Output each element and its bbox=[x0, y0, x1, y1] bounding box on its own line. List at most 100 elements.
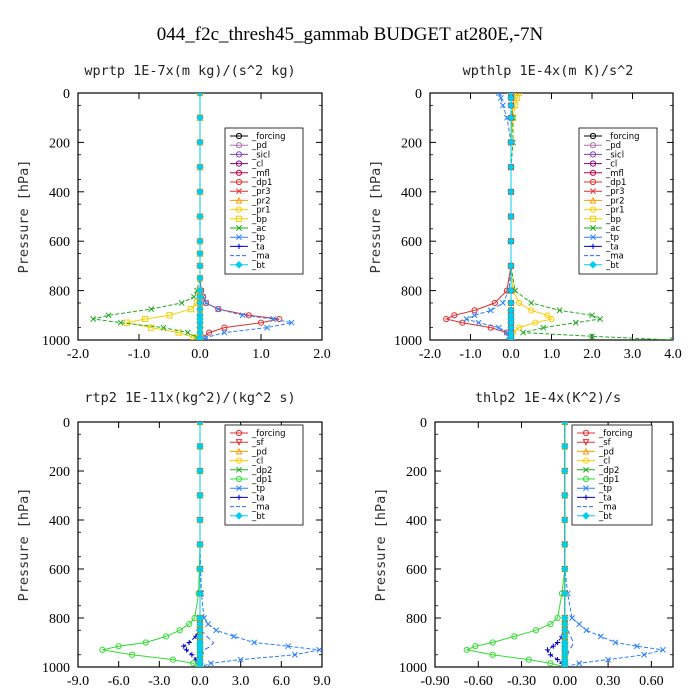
data-point bbox=[196, 336, 204, 340]
legend-item: _dp1 bbox=[230, 475, 272, 485]
data-point bbox=[507, 262, 515, 270]
data-point bbox=[160, 324, 167, 331]
legend-item: _bp bbox=[230, 215, 267, 225]
y-tick-label: 1000 bbox=[399, 661, 427, 676]
y-tick-label: 0 bbox=[420, 416, 427, 431]
series-line bbox=[444, 93, 512, 340]
y-axis-label: Pressure [hPa] bbox=[373, 488, 389, 602]
series-bt bbox=[507, 93, 515, 340]
series-line bbox=[126, 93, 201, 340]
legend-label: _sf bbox=[598, 438, 612, 448]
data-point bbox=[117, 319, 124, 326]
legend-item: _dp1 bbox=[577, 475, 619, 485]
legend-label: _ma bbox=[598, 503, 617, 513]
data-point bbox=[181, 643, 187, 649]
panel-title: thlp2 1E-4x(K^2)/s bbox=[475, 390, 621, 406]
legend-item: _pd bbox=[584, 141, 621, 151]
legend-item: _forcing bbox=[230, 429, 286, 439]
panel-2: wpthlp 1E-4x(m K)/s^2 Pressure [hPa] 0 200 4… bbox=[368, 63, 682, 362]
legend-marker bbox=[590, 225, 596, 231]
legend-item: _cl bbox=[577, 457, 610, 467]
legend-label: _bt bbox=[251, 512, 266, 522]
legend-label: _dp2 bbox=[598, 466, 619, 476]
legend-marker bbox=[235, 196, 243, 204]
data-point bbox=[589, 312, 595, 319]
y-tick-label: 400 bbox=[49, 186, 70, 201]
legend-item: _forcing bbox=[577, 429, 633, 439]
data-point bbox=[196, 163, 204, 171]
data-point bbox=[221, 329, 228, 336]
legend-marker bbox=[235, 457, 243, 464]
data-point bbox=[471, 312, 478, 319]
y-tick-label: 800 bbox=[49, 285, 70, 300]
panel-3: rtp2 1E-11x(kg^2)/(kg^2 s) Pressure [hPa]… bbox=[16, 390, 331, 689]
legend-marker bbox=[235, 151, 243, 158]
data-point bbox=[561, 589, 569, 598]
data-point bbox=[583, 627, 590, 634]
y-tick-label: 0 bbox=[63, 87, 70, 102]
legend-item: _tp bbox=[230, 484, 265, 494]
data-point bbox=[215, 306, 222, 313]
legend-item: _ma bbox=[230, 252, 270, 262]
data-point bbox=[203, 299, 210, 306]
data-point bbox=[443, 315, 450, 323]
data-point bbox=[163, 633, 170, 640]
legend-item: _pr3 bbox=[230, 187, 271, 197]
plot-frame bbox=[434, 421, 674, 668]
legend-label: _tp bbox=[598, 484, 612, 494]
data-point bbox=[507, 94, 515, 102]
data-point bbox=[176, 627, 183, 634]
x-tick-label: -0.90 bbox=[420, 674, 449, 689]
y-tick-label: 800 bbox=[49, 612, 70, 627]
legend-marker bbox=[235, 439, 243, 446]
legend-label: _bp bbox=[605, 215, 621, 225]
legend-marker bbox=[582, 439, 590, 446]
x-tick-label: 0.00 bbox=[553, 674, 578, 689]
y-tick-label: 1000 bbox=[42, 334, 70, 349]
legend-marker bbox=[236, 243, 242, 249]
y-tick-label: 0 bbox=[415, 87, 422, 102]
legend-item: _dp1 bbox=[584, 178, 626, 188]
legend-marker bbox=[582, 475, 590, 483]
legend-item: _tp bbox=[577, 484, 612, 494]
legend-item: _forcing bbox=[230, 132, 286, 142]
legend-item: _cl bbox=[230, 457, 263, 467]
legend-marker bbox=[589, 142, 597, 149]
data-point bbox=[183, 647, 190, 653]
x-tick-label: 0.0 bbox=[502, 347, 520, 362]
legend-marker bbox=[235, 169, 243, 176]
data-point bbox=[507, 138, 515, 147]
legend-label: _pd bbox=[598, 447, 614, 457]
data-point bbox=[497, 94, 504, 101]
panel-title: wpthlp 1E-4x(m K)/s^2 bbox=[463, 63, 634, 79]
legend-marker bbox=[235, 178, 243, 186]
data-point bbox=[520, 329, 527, 336]
legend-marker bbox=[236, 494, 242, 500]
data-point bbox=[196, 262, 204, 270]
data-point bbox=[495, 324, 502, 331]
legend-marker bbox=[235, 160, 243, 167]
data-point bbox=[148, 324, 155, 331]
data-point bbox=[196, 113, 204, 122]
data-point bbox=[561, 422, 569, 426]
legend-label: _cl bbox=[605, 160, 617, 170]
legend-label: _forcing bbox=[598, 429, 633, 439]
data-point bbox=[507, 286, 515, 295]
data-point bbox=[264, 324, 271, 331]
legend-label: _dp1 bbox=[598, 475, 619, 485]
legend-item: _ta bbox=[577, 493, 612, 503]
data-area bbox=[463, 422, 666, 667]
data-point bbox=[547, 660, 554, 667]
data-point bbox=[196, 274, 204, 283]
legend-item: _pr2 bbox=[584, 196, 625, 206]
legend-item: _sicl bbox=[230, 150, 270, 160]
legend-item: _sf bbox=[230, 438, 265, 448]
legend-label: _mfl bbox=[251, 169, 270, 179]
legend-item: _pd bbox=[230, 141, 267, 151]
data-point bbox=[239, 312, 246, 319]
legend-label: _bt bbox=[605, 261, 620, 271]
data-point bbox=[186, 639, 192, 646]
legend-marker bbox=[236, 234, 242, 241]
series-pr1 bbox=[507, 93, 555, 340]
data-point bbox=[215, 306, 222, 313]
